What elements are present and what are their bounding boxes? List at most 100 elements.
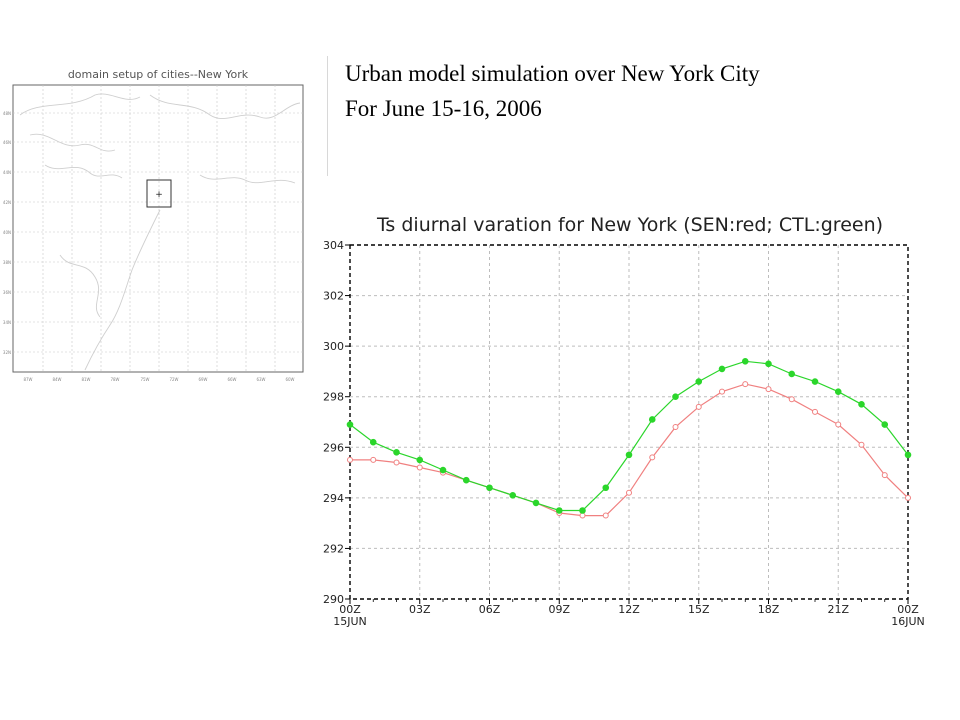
svg-text:72W: 72W xyxy=(169,377,178,382)
slide-title-line-1: Urban model simulation over New York Cit… xyxy=(345,61,760,86)
map-grid xyxy=(13,85,303,372)
svg-text:75W: 75W xyxy=(140,377,149,382)
data-point-ctl xyxy=(718,365,726,373)
data-point-ctl xyxy=(811,378,819,385)
data-point-ctl xyxy=(672,393,679,401)
data-point-sen xyxy=(416,464,423,471)
data-point-sen xyxy=(347,456,353,463)
map-x-tick-labels: 87W 84W 81W 78W 75W 72W 69W 66W 63W 60W xyxy=(23,377,294,382)
map-title: domain setup of cities--New York xyxy=(68,68,249,81)
x-date-label: 16JUN xyxy=(891,615,925,628)
data-point-sen xyxy=(649,454,656,461)
data-point-sen xyxy=(881,472,888,479)
nyc-marker: + xyxy=(155,190,163,200)
svg-text:69W: 69W xyxy=(198,377,207,382)
svg-text:42N: 42N xyxy=(3,200,11,205)
chart-series xyxy=(346,358,912,519)
data-point-ctl xyxy=(439,466,447,474)
svg-text:44N: 44N xyxy=(3,170,11,175)
svg-text:60W: 60W xyxy=(285,377,294,382)
data-point-sen xyxy=(858,441,865,448)
data-point-sen xyxy=(905,494,911,501)
data-point-ctl xyxy=(904,451,912,459)
y-tick-label: 302 xyxy=(323,290,344,303)
data-point-ctl xyxy=(509,492,517,499)
data-point-ctl xyxy=(462,476,470,484)
slide-title-line-2: For June 15-16, 2006 xyxy=(345,96,542,121)
data-point-ctl xyxy=(602,484,610,492)
map-coastlines xyxy=(19,93,301,371)
y-tick-label: 294 xyxy=(323,492,344,505)
divider-line xyxy=(327,56,328,176)
data-point-ctl xyxy=(858,401,865,408)
data-point-ctl xyxy=(741,358,749,365)
data-point-sen xyxy=(393,459,400,466)
x-tick-label: 12Z xyxy=(618,603,640,616)
data-point-ctl xyxy=(881,421,889,428)
svg-text:32N: 32N xyxy=(3,350,11,355)
y-tick-label: 298 xyxy=(323,391,344,404)
data-point-sen xyxy=(626,489,632,496)
data-point-ctl xyxy=(532,499,540,507)
data-point-sen xyxy=(602,512,609,519)
svg-text:63W: 63W xyxy=(256,377,265,382)
x-tick-label: 21Z xyxy=(827,603,849,616)
data-point-ctl xyxy=(393,449,400,456)
x-tick-label: 06Z xyxy=(479,603,501,616)
map-frame xyxy=(12,84,304,373)
x-tick-label: 03Z xyxy=(409,603,431,616)
svg-text:81W: 81W xyxy=(81,377,90,382)
data-point-sen xyxy=(695,403,702,410)
y-tick-label: 296 xyxy=(323,441,344,454)
chart-grid xyxy=(350,245,908,599)
data-point-sen xyxy=(788,396,795,403)
x-tick-label: 09Z xyxy=(548,603,570,616)
data-point-ctl xyxy=(834,388,842,395)
svg-text:84W: 84W xyxy=(52,377,61,382)
data-point-sen xyxy=(835,421,842,428)
data-point-ctl xyxy=(346,421,354,428)
y-tick-label: 292 xyxy=(323,542,344,555)
data-point-sen xyxy=(579,512,586,519)
svg-text:36N: 36N xyxy=(3,290,11,295)
svg-text:48N: 48N xyxy=(3,111,11,116)
data-point-ctl xyxy=(788,370,796,378)
data-point-ctl xyxy=(625,451,633,459)
y-axis-ticks: 290 292 294 296 298 300 302 304 xyxy=(323,239,350,606)
svg-text:87W: 87W xyxy=(23,377,32,382)
data-point-ctl xyxy=(765,360,772,368)
svg-text:78W: 78W xyxy=(110,377,119,382)
svg-text:38N: 38N xyxy=(3,260,11,265)
data-point-ctl xyxy=(555,507,563,514)
svg-text:40N: 40N xyxy=(3,230,11,235)
data-point-sen xyxy=(719,388,725,395)
chart-title: Ts diurnal varation for New York (SEN:re… xyxy=(376,214,883,236)
slide-title: Urban model simulation over New York Cit… xyxy=(345,56,760,126)
y-tick-label: 304 xyxy=(323,239,344,252)
svg-text:46N: 46N xyxy=(3,140,11,145)
y-tick-label: 290 xyxy=(323,593,344,606)
data-point-ctl xyxy=(416,456,424,464)
domain-map: domain setup of cities--New York + 48N 46… xyxy=(0,55,312,400)
series-ctl xyxy=(346,358,912,514)
data-point-sen xyxy=(812,408,818,415)
data-point-ctl xyxy=(648,416,656,423)
x-tick-label: 00Z xyxy=(897,603,919,616)
x-tick-label: 15Z xyxy=(688,603,710,616)
data-point-sen xyxy=(370,456,377,463)
data-point-ctl xyxy=(486,484,493,492)
svg-text:66W: 66W xyxy=(227,377,236,382)
y-tick-label: 300 xyxy=(323,340,344,353)
data-point-sen xyxy=(742,381,749,388)
data-point-ctl xyxy=(695,378,703,385)
data-point-sen xyxy=(672,424,679,431)
svg-text:34N: 34N xyxy=(3,320,11,325)
map-y-tick-labels: 48N 46N 44N 42N 40N 38N 36N 34N 32N xyxy=(3,111,11,355)
ts-diurnal-chart: Ts diurnal varation for New York (SEN:re… xyxy=(305,195,945,645)
x-tick-label: 00Z xyxy=(339,603,361,616)
x-tick-label: 18Z xyxy=(758,603,780,616)
data-point-ctl xyxy=(369,438,377,446)
data-point-sen xyxy=(765,386,772,393)
x-date-label: 15JUN xyxy=(333,615,367,628)
